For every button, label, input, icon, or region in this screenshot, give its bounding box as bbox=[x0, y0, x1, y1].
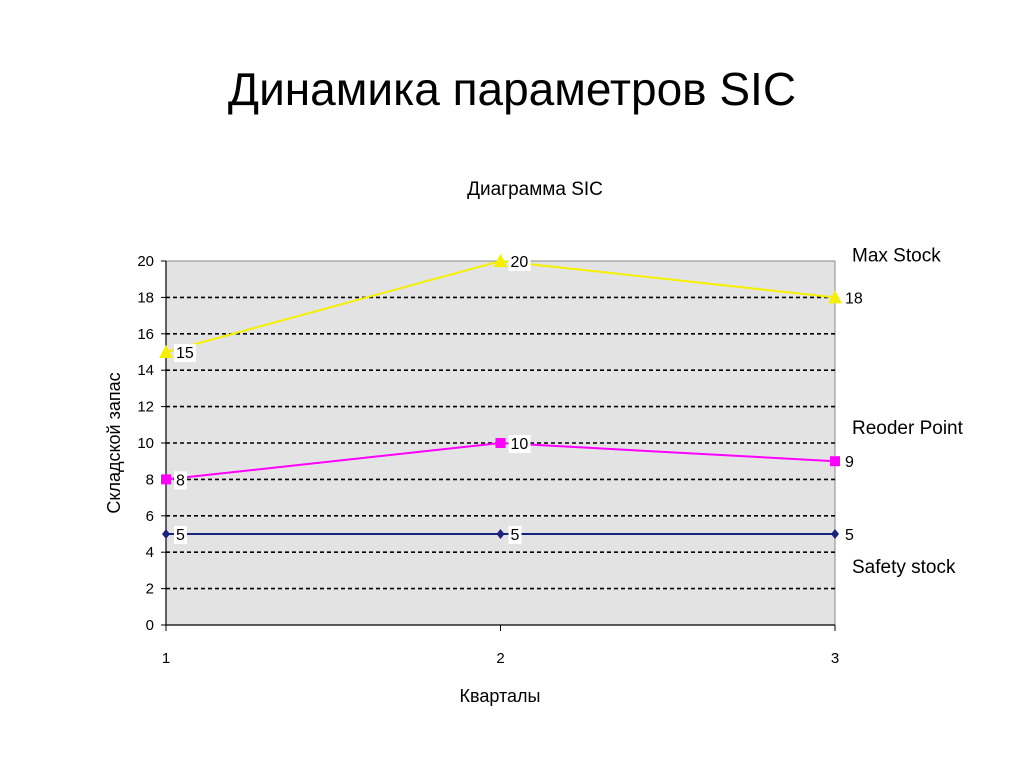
data-label-bg-0-0 bbox=[174, 344, 196, 362]
series-name-0: Max Stock bbox=[852, 245, 941, 266]
marker-1-2 bbox=[830, 456, 840, 467]
data-label-1-0: 8 bbox=[176, 472, 185, 489]
y-tick-label-16: 16 bbox=[137, 326, 154, 343]
chart-title: Диаграмма SIC bbox=[467, 179, 603, 200]
y-tick-label-8: 8 bbox=[146, 471, 154, 488]
series-name-2: Safety stock bbox=[852, 557, 956, 578]
x-tick-label-3: 3 bbox=[831, 650, 839, 667]
data-label-2-1: 5 bbox=[511, 527, 520, 544]
marker-2-2 bbox=[831, 529, 839, 539]
y-tick-label-2: 2 bbox=[146, 581, 154, 598]
y-tick-label-10: 10 bbox=[137, 435, 154, 452]
y-tick-label-18: 18 bbox=[137, 289, 154, 306]
marker-2-1 bbox=[496, 529, 505, 539]
series-name-1: Reoder Point bbox=[852, 418, 964, 439]
x-tick-label-2: 2 bbox=[496, 650, 504, 667]
y-tick-label-6: 6 bbox=[146, 508, 154, 525]
y-tick-label-14: 14 bbox=[137, 362, 154, 379]
data-label-2-2: 5 bbox=[845, 527, 854, 544]
marker-1-0 bbox=[161, 474, 171, 485]
data-label-bg-2-0 bbox=[174, 526, 187, 544]
marker-2-0 bbox=[162, 529, 170, 539]
data-label-2-0: 5 bbox=[176, 527, 185, 544]
marker-0-2 bbox=[828, 290, 842, 304]
y-tick-label-12: 12 bbox=[137, 399, 154, 416]
series-layer bbox=[159, 254, 842, 539]
data-label-bg-2-2 bbox=[843, 526, 856, 544]
marker-1-1 bbox=[495, 438, 506, 448]
data-label-0-1: 20 bbox=[511, 254, 529, 271]
x-tick-label-1: 1 bbox=[162, 650, 170, 667]
marker-0-0 bbox=[159, 345, 173, 358]
data-label-bg-1-1 bbox=[508, 435, 531, 453]
x-axis-title: Кварталы bbox=[460, 686, 541, 706]
slide-title: Динамика параметров SIC bbox=[227, 63, 797, 115]
data-label-1-1: 10 bbox=[511, 436, 529, 453]
data-label-bg-1-0 bbox=[174, 471, 187, 490]
data-label-bg-2-1 bbox=[508, 526, 522, 544]
data-label-0-2: 18 bbox=[845, 290, 863, 307]
y-tick-label-20: 20 bbox=[137, 253, 154, 270]
data-label-bg-1-2 bbox=[843, 453, 856, 472]
data-label-1-2: 9 bbox=[845, 454, 854, 471]
data-label-bg-0-1 bbox=[508, 253, 531, 271]
y-axis-title: Складской запас bbox=[104, 372, 124, 513]
label-layer: 15 20 18 Max Stock 8 10 9 Reoder Point 5 5 5 Safety… bbox=[174, 245, 964, 578]
y-tick-label-4: 4 bbox=[146, 544, 154, 561]
marker-0-1 bbox=[493, 254, 508, 267]
data-label-bg-0-2 bbox=[843, 289, 865, 308]
y-tick-label-0: 0 bbox=[146, 617, 154, 634]
data-label-0-0: 15 bbox=[176, 345, 194, 362]
